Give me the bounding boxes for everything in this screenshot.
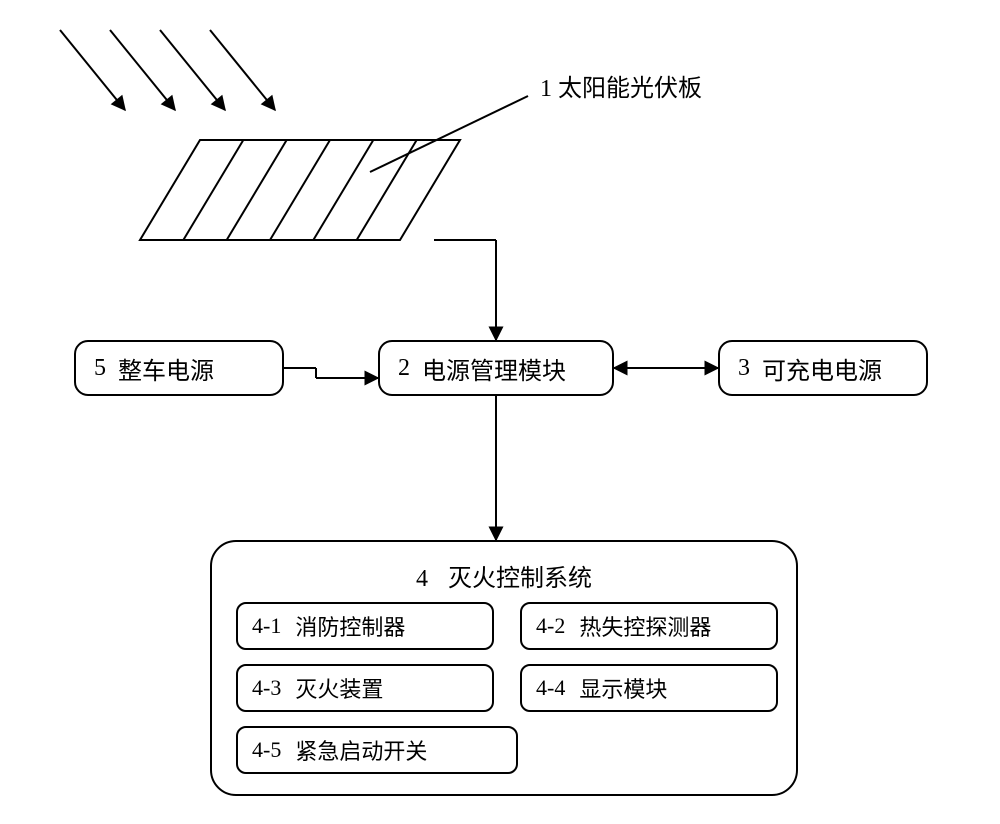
node-rechargeable: 3 可充电电源 xyxy=(718,340,928,396)
node-4-4-num: 4-4 xyxy=(536,675,565,701)
node4-text: 灭火控制系统 xyxy=(448,566,592,592)
node-4-5-num: 4-5 xyxy=(252,737,281,763)
node-vehicle-power: 5 整车电源 xyxy=(74,340,284,396)
node4-num: 4 xyxy=(416,566,428,592)
label1-num: 1 xyxy=(540,76,552,102)
node-power-mgmt: 2 电源管理模块 xyxy=(378,340,614,396)
node-4-5: 4-5 紧急启动开关 xyxy=(236,726,518,774)
node-4-2: 4-2 热失控探测器 xyxy=(520,602,778,650)
node-4-4-text: 显示模块 xyxy=(579,672,667,704)
node2-text: 电源管理模块 xyxy=(422,351,566,386)
node-4-5-text: 紧急启动开关 xyxy=(295,734,427,766)
node-4-1-text: 消防控制器 xyxy=(295,610,405,642)
node-4-1-num: 4-1 xyxy=(252,613,281,639)
node-4-3: 4-3 灭火装置 xyxy=(236,664,494,712)
node4-title: 4 灭火控制系统 xyxy=(212,558,796,593)
node5-text: 整车电源 xyxy=(118,351,214,386)
node-4-1: 4-1 消防控制器 xyxy=(236,602,494,650)
label-solar-panel: 1 太阳能光伏板 xyxy=(540,68,702,103)
node5-num: 5 xyxy=(94,355,106,382)
label1-text: 太阳能光伏板 xyxy=(558,76,702,102)
node3-text: 可充电电源 xyxy=(762,351,882,386)
node-4-2-text: 热失控探测器 xyxy=(579,610,711,642)
node-4-2-num: 4-2 xyxy=(536,613,565,639)
node2-num: 2 xyxy=(398,355,410,382)
node-4-4: 4-4 显示模块 xyxy=(520,664,778,712)
node3-num: 3 xyxy=(738,355,750,382)
node-4-3-num: 4-3 xyxy=(252,675,281,701)
node-4-3-text: 灭火装置 xyxy=(295,672,383,704)
